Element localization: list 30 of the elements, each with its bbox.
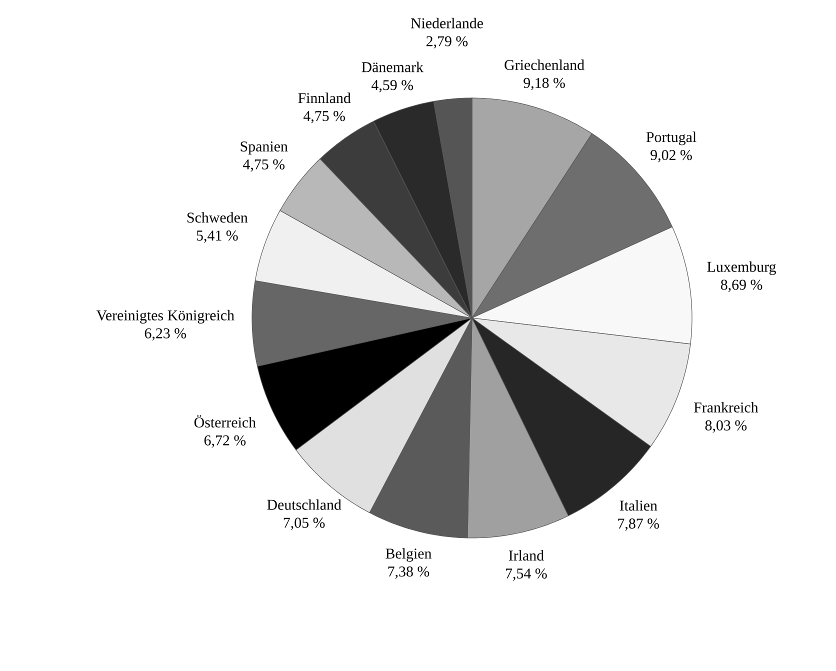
slice-label: Finnland	[298, 92, 351, 104]
data-label: 2,79 %	[426, 36, 468, 48]
slice-label: Belgien	[386, 548, 432, 562]
slice-label: Griechenland	[504, 60, 584, 70]
data-label: 6,23 %	[144, 328, 186, 341]
slice-label: Vereinigtes Königreich	[96, 310, 234, 324]
slice-label: Österreich	[194, 415, 256, 428]
data-label: 7,05 %	[284, 518, 325, 530]
data-label: 6,72 %	[204, 435, 246, 448]
slice-label: Dänemark	[362, 62, 424, 72]
slice-label: Niederlande	[410, 18, 483, 28]
slice-label: Irland	[508, 550, 544, 561]
slice-label: Frankreich	[694, 402, 758, 413]
data-label: 8,03 %	[705, 420, 747, 433]
data-label: 4,75 %	[303, 111, 345, 124]
slice-label: Deutschland	[267, 499, 342, 510]
slice-label: Portugal	[646, 132, 696, 146]
data-label: 7,87 %	[618, 518, 660, 531]
data-label: 5,41 %	[196, 230, 238, 243]
slice-label: Schweden	[187, 212, 248, 223]
slice-label: Luxemburg	[707, 261, 776, 275]
data-label: 8,69 %	[720, 280, 762, 292]
data-label: 9,18 %	[524, 78, 565, 90]
slice-label: Spanien	[240, 141, 288, 155]
data-label: 4,75 %	[243, 159, 285, 172]
data-label: 4,59 %	[372, 80, 414, 92]
slice-label: Italien	[620, 500, 658, 511]
data-label: 9,02 %	[650, 150, 692, 162]
data-label: 7,54 %	[506, 568, 547, 581]
data-label: 7,38 %	[388, 566, 430, 579]
